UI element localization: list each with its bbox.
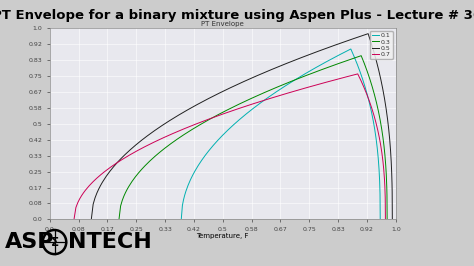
Text: Σ: Σ (50, 236, 59, 248)
0.5 (367, 38, 373, 41)
0.5 (89, 218, 94, 221)
0.7 (377, 139, 383, 142)
0.1 (289, 80, 294, 84)
0.3 (384, 218, 390, 221)
0.5 (372, 52, 377, 56)
Line: 0.1: 0.1 (181, 49, 380, 219)
0.5 (365, 32, 371, 35)
0.1 (365, 96, 371, 99)
Text: PT Envelope for a binary mixture using Aspen Plus - Lecture # 36: PT Envelope for a binary mixture using A… (0, 9, 474, 22)
Line: 0.5: 0.5 (91, 34, 392, 219)
0.1 (372, 125, 377, 128)
0.1 (350, 52, 356, 56)
0.7 (371, 114, 377, 117)
0.5 (390, 218, 395, 221)
0.5 (384, 117, 390, 120)
0.3 (360, 59, 366, 62)
Line: 0.3: 0.3 (119, 56, 387, 219)
0.3 (374, 101, 379, 104)
0.7 (357, 77, 363, 80)
0.7 (84, 186, 90, 189)
0.5 (101, 178, 107, 181)
0.1 (356, 66, 361, 69)
0.3 (358, 54, 364, 57)
Line: 0.7: 0.7 (74, 74, 385, 219)
0.1 (377, 218, 383, 221)
0.7 (362, 88, 368, 91)
Text: ASP: ASP (5, 232, 54, 252)
0.7 (383, 218, 388, 221)
0.1 (348, 47, 354, 51)
0.7 (256, 100, 262, 103)
0.1 (178, 218, 184, 221)
0.3 (116, 218, 122, 221)
Legend: 0.1, 0.3, 0.5, 0.7: 0.1, 0.3, 0.5, 0.7 (370, 31, 392, 59)
Title: PT Envelope: PT Envelope (201, 21, 244, 27)
X-axis label: Temperature, F: Temperature, F (197, 234, 249, 239)
0.5 (269, 68, 274, 71)
0.3 (128, 182, 133, 186)
Text: NTECH: NTECH (68, 232, 152, 252)
0.3 (274, 86, 280, 89)
0.3 (379, 129, 385, 132)
0.5 (379, 85, 385, 88)
0.7 (71, 218, 77, 221)
0.7 (355, 72, 361, 76)
0.3 (365, 72, 371, 75)
0.1 (186, 181, 192, 184)
